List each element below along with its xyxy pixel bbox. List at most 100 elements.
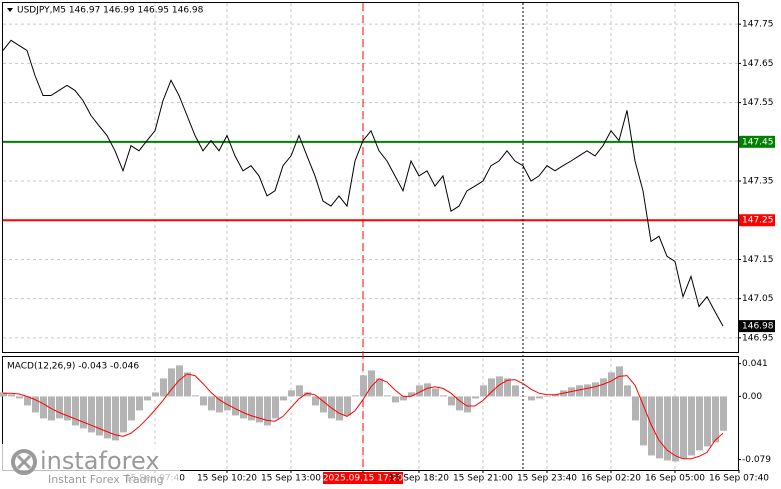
macd-bar [320,396,327,413]
macd-bar [128,396,135,421]
macd-bar [120,396,127,433]
macd-bar [96,396,103,436]
x-tick-label: 15 Sep 23:40 [517,474,577,484]
watermark-box [2,444,180,488]
macd-bar [160,378,167,397]
x-tick-label: 16 Sep 02:20 [581,474,641,484]
macd-bar [368,370,375,397]
macd-bar [520,396,527,397]
macd-bar [704,396,711,447]
macd-bar [0,392,7,397]
macd-bar [224,396,231,411]
macd-bar [264,396,271,426]
macd-bar [296,385,303,397]
macd-bar [72,396,79,426]
macd-bar [600,378,607,397]
level-label-box [739,135,775,148]
macd-bar [544,396,551,397]
watermark-tagline: Instant Forex Trading [48,473,164,486]
macd-bar [584,384,591,397]
macd-bar [632,396,639,421]
macd-bar [312,396,319,406]
watermark-icon [11,449,37,475]
macd-bar [408,392,415,397]
x-label-highlight [323,472,403,484]
macd-bar [176,365,183,397]
macd-bar [680,396,687,459]
macd-bar [272,396,279,419]
macd-bar [152,392,159,397]
macd-bar [440,395,447,397]
price-line [2,39,724,327]
macd-bar [40,396,47,419]
macd-bar [464,396,471,413]
macd-bar [56,396,63,419]
macd-bar [192,395,199,397]
macd-bar [400,396,407,401]
price-title: USDJPY,M5 146.97 146.99 146.95 146.98 [17,6,204,16]
menu-arrow [7,8,13,12]
macd-bar [248,396,255,421]
macd-bar [288,390,295,397]
macd-bar [656,396,663,459]
macd-bar [616,366,623,397]
macd-bar [664,396,671,461]
macd-bar [8,394,15,397]
macd-bar [80,396,87,429]
macd-bar [456,396,463,411]
y-tick-label: 0.041 [742,359,768,369]
macd-bar [688,396,695,456]
macd-bar [352,395,359,397]
macd-bar [344,396,351,416]
macd-bar [208,396,215,411]
macd-bar [528,396,535,401]
y-tick-label: -0.079 [742,455,771,465]
macd-title: MACD(12,26,9) -0.043 -0.046 [7,362,139,372]
x-tick-label: 16 Sep 05:00 [645,474,705,484]
x-tick-label: 15 Sep 13:00 [261,474,321,484]
macd-bar [624,385,631,397]
x-tick-label: 15 Sep 10:20 [197,474,257,484]
macd-bar [304,392,311,397]
level-label: 147.25 [742,216,774,226]
macd-bar [720,396,727,431]
last-price-label: 146.98 [742,322,774,332]
signal-line [3,373,724,460]
y-tick-label: 147.75 [742,20,774,30]
x-tick-label: 15 Sep 18:20 [389,474,449,484]
plot-layer: 147.75 147.65 147.55 147.45 147.35 147.25 147.… [0,3,775,484]
macd-bar [424,383,431,397]
macd-bar [432,388,439,397]
macd-bar [280,396,287,401]
macd-bar [104,396,111,439]
macd-bar [168,368,175,397]
macd-bar [448,396,455,406]
macd-bar [488,378,495,397]
macd-bar [608,372,615,397]
y-tick-label: 147.05 [742,294,774,304]
macd-bar [232,396,239,416]
macd-bar [536,396,543,399]
price-panel [2,2,739,353]
macd-bar [384,395,391,397]
macd-bar [592,382,599,397]
macd-bar [392,396,399,403]
macd-bar [416,385,423,397]
macd-bar [552,394,559,397]
macd-bar [640,396,647,446]
macd-bar [480,385,487,397]
macd-bar [496,376,503,397]
macd-bar [16,396,23,399]
y-tick-label: 146.95 [742,333,774,343]
y-tick-label: 147.65 [742,59,774,69]
macd-bar [712,396,719,443]
macd-bar [672,396,679,462]
macd-bar [504,378,511,397]
macd-bar [576,385,583,397]
macd-bar [216,396,223,413]
macd-bar [472,396,479,399]
macd-bar [24,396,31,406]
macd-bar [200,396,207,406]
macd-bar [256,396,263,423]
